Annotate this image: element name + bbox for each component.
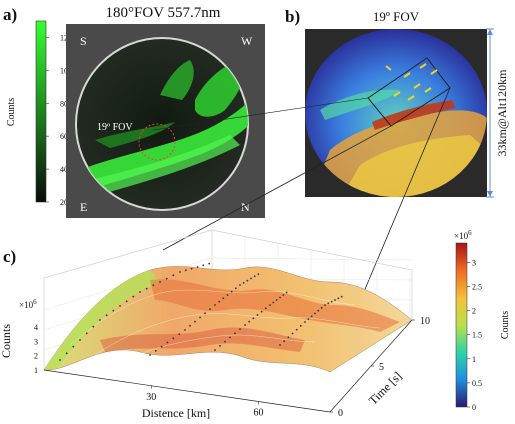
panel-c-colorbar-label: Counts bbox=[500, 311, 511, 339]
panel-c-colorbar-multiplier: ×106 bbox=[454, 229, 472, 241]
aurora-emission bbox=[80, 60, 248, 196]
connector-line-a bbox=[152, 97, 369, 131]
panel-b-title: 19º FOV bbox=[373, 9, 420, 24]
panel-a-colorbar-label: Counts bbox=[6, 98, 17, 126]
panel-c-colorbar-tick-1: 2.5 bbox=[472, 282, 482, 291]
y-tick-1: 5 bbox=[379, 362, 384, 373]
panel-c-colorbar-tick-2: 2 bbox=[472, 307, 476, 316]
z-tick-3: 4 bbox=[34, 323, 38, 332]
z-tick-0: 1 bbox=[34, 366, 38, 375]
panel-c-colorbar-ticks: 3 2.5 2 1.5 1 0.5 0 bbox=[467, 258, 482, 412]
panel-c-label: c) bbox=[3, 247, 16, 266]
z-tick-1: 2 bbox=[34, 352, 38, 361]
direction-w: W bbox=[241, 34, 253, 48]
z-multiplier: ×106 bbox=[19, 298, 37, 310]
panel-c-colorbar bbox=[455, 242, 468, 408]
panel-c-colorbar-tick-5: 0.5 bbox=[472, 379, 482, 388]
panel-c-colorbar-tick-0: 3 bbox=[472, 258, 476, 267]
y-tick-2: 10 bbox=[420, 316, 430, 327]
y-axis-label: Time [s] bbox=[366, 369, 405, 408]
panel-b-label: b) bbox=[285, 7, 300, 26]
z-axis-label: Counts bbox=[0, 324, 13, 358]
surface-mesh bbox=[69, 289, 381, 363]
panel-c-colorbar-tick-3: 1.5 bbox=[472, 331, 482, 340]
arc-markers bbox=[385, 63, 438, 101]
x-axis-line bbox=[43, 369, 331, 413]
fov-circle bbox=[138, 123, 176, 161]
x-tick-0: 30 bbox=[146, 392, 156, 403]
panel-a-colorbar bbox=[35, 20, 47, 203]
z-axis-ticks: 1 2 3 4 bbox=[34, 323, 38, 375]
panel-a-label: a) bbox=[3, 5, 17, 24]
x-tick-1: 60 bbox=[254, 408, 264, 419]
panel-c-colorbar-tick-4: 1 bbox=[472, 355, 476, 364]
direction-n: N bbox=[241, 200, 250, 214]
panel-a-title: 180°FOV 557.7nm bbox=[106, 5, 221, 21]
connector-line-left bbox=[162, 125, 392, 251]
y-tick-0: 0 bbox=[338, 408, 343, 419]
y-axis-ticks: 0 5 10 bbox=[330, 316, 430, 419]
x-axis-label: Distence [km] bbox=[142, 406, 210, 420]
z-tick-2: 3 bbox=[34, 337, 38, 346]
direction-e: E bbox=[80, 200, 87, 214]
fov-emission bbox=[310, 89, 487, 197]
direction-s: S bbox=[80, 34, 87, 48]
panel-a-fov-annotation: 19º FOV bbox=[97, 122, 133, 133]
scale-label: 33km@Alt120km bbox=[495, 69, 509, 157]
panel-c-colorbar-tick-6: 0 bbox=[472, 403, 476, 412]
x-axis-ticks: 30 60 bbox=[146, 385, 264, 419]
ridge-markers bbox=[59, 262, 343, 361]
